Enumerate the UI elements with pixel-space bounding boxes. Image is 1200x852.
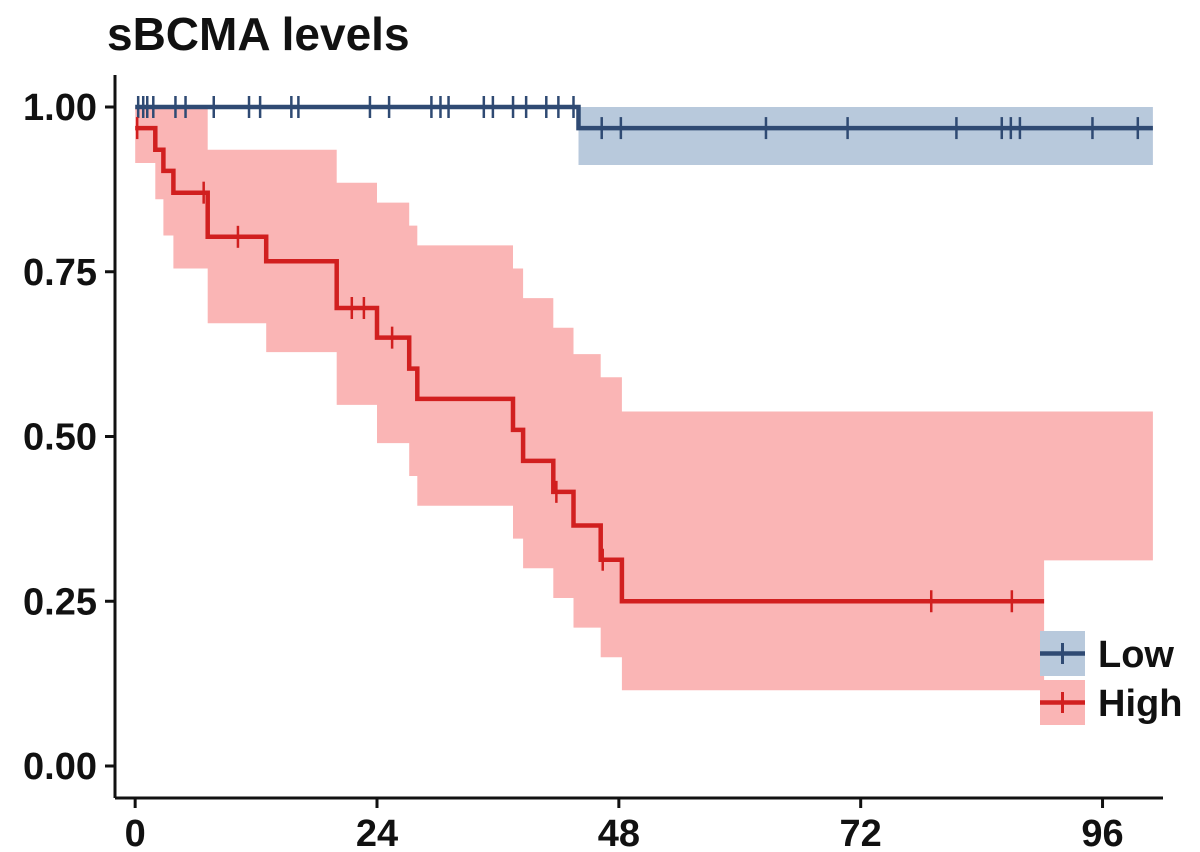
confidence-bands — [135, 107, 1153, 691]
x-tick-label: 24 — [356, 813, 398, 852]
y-tick-label: 0.25 — [23, 581, 97, 623]
x-tick-label: 0 — [125, 813, 146, 852]
legend: Low High — [1040, 631, 1182, 725]
high-confidence-band — [135, 107, 1153, 691]
y-tick-label: 1.00 — [23, 87, 97, 129]
x-tick-label: 48 — [598, 813, 640, 852]
legend-low-label: Low — [1098, 634, 1174, 676]
y-tick-label: 0.00 — [23, 746, 97, 788]
high-survival-line — [135, 125, 1045, 604]
y-tick-label: 0.75 — [23, 252, 97, 294]
x-tick-label: 96 — [1081, 813, 1123, 852]
survival-curves — [135, 104, 1153, 604]
y-tick-label: 0.50 — [23, 417, 97, 459]
low-survival-line — [135, 104, 1153, 131]
x-tick-label: 72 — [840, 813, 882, 852]
chart-title: sBCMA levels — [107, 8, 410, 60]
censor-marks — [135, 96, 1140, 613]
legend-high-label: High — [1098, 683, 1182, 725]
axes: 0.00 0.25 0.50 0.75 1.00 0 24 48 72 96 — [23, 75, 1163, 852]
low-confidence-band — [135, 107, 1153, 165]
